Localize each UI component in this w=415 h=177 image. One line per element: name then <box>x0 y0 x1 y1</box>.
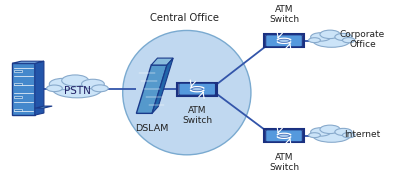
Ellipse shape <box>49 78 76 90</box>
Ellipse shape <box>342 38 355 43</box>
FancyBboxPatch shape <box>14 70 22 72</box>
Polygon shape <box>35 61 44 115</box>
FancyBboxPatch shape <box>264 34 304 47</box>
FancyBboxPatch shape <box>179 83 215 95</box>
Text: Corporate
Office: Corporate Office <box>340 30 385 49</box>
Text: Internet: Internet <box>344 130 381 139</box>
Ellipse shape <box>123 30 251 155</box>
Ellipse shape <box>62 75 88 86</box>
FancyBboxPatch shape <box>12 63 35 115</box>
Polygon shape <box>12 61 44 63</box>
Text: PSTN: PSTN <box>64 86 90 96</box>
Polygon shape <box>151 58 173 65</box>
Ellipse shape <box>311 33 331 41</box>
Polygon shape <box>152 58 173 113</box>
Text: DSLAM: DSLAM <box>135 124 168 133</box>
Ellipse shape <box>82 79 104 89</box>
Ellipse shape <box>278 39 290 42</box>
Text: ATM
Switch: ATM Switch <box>269 153 299 172</box>
Ellipse shape <box>309 133 320 138</box>
FancyBboxPatch shape <box>266 35 303 47</box>
Ellipse shape <box>46 85 62 92</box>
Ellipse shape <box>320 125 340 134</box>
FancyBboxPatch shape <box>264 129 304 142</box>
Ellipse shape <box>342 133 355 138</box>
FancyBboxPatch shape <box>14 109 22 111</box>
Text: Central Office: Central Office <box>150 13 219 23</box>
Polygon shape <box>137 65 167 113</box>
Ellipse shape <box>92 85 108 92</box>
FancyBboxPatch shape <box>14 83 22 85</box>
Ellipse shape <box>320 30 340 39</box>
Ellipse shape <box>313 129 350 142</box>
Text: ATM
Switch: ATM Switch <box>269 5 299 24</box>
FancyBboxPatch shape <box>177 82 217 96</box>
FancyBboxPatch shape <box>14 96 22 98</box>
Text: ATM
Switch: ATM Switch <box>182 106 212 125</box>
Ellipse shape <box>309 38 320 43</box>
Ellipse shape <box>335 33 352 41</box>
Ellipse shape <box>278 134 290 137</box>
Polygon shape <box>35 106 52 108</box>
Ellipse shape <box>335 128 352 135</box>
Ellipse shape <box>313 34 350 47</box>
FancyBboxPatch shape <box>266 130 303 142</box>
Ellipse shape <box>52 81 102 98</box>
Ellipse shape <box>192 88 203 91</box>
Ellipse shape <box>311 128 331 136</box>
